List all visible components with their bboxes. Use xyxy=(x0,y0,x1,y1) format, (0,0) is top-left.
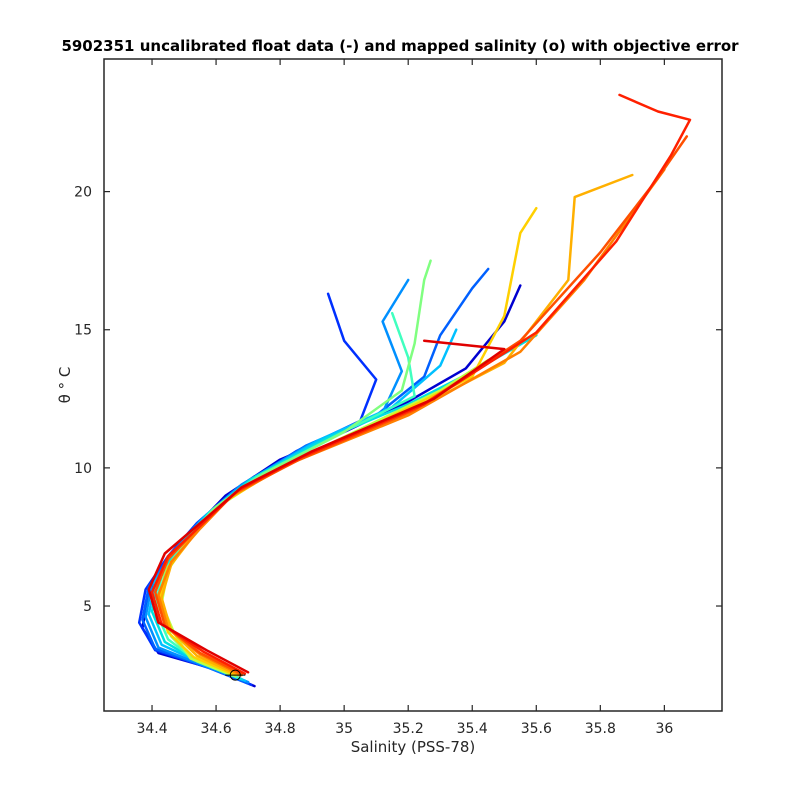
x-tick-label-9: 36 xyxy=(655,721,673,737)
float-profile-line-15 xyxy=(147,339,506,674)
x-tick-label-1: 34.4 xyxy=(136,721,167,737)
series-layer xyxy=(137,93,692,688)
x-tick-label-3: 34.8 xyxy=(265,721,296,737)
x-tick-label-8: 35.8 xyxy=(585,721,616,737)
y-tick-label-2: 10 xyxy=(74,461,92,477)
x-tick-label-5: 35.2 xyxy=(393,721,424,737)
x-tick-label-6: 35.4 xyxy=(457,721,488,737)
float-profile-line-5 xyxy=(147,328,458,682)
x-tick-label-2: 34.6 xyxy=(200,721,231,737)
y-tick-label-4: 20 xyxy=(74,185,92,201)
x-axis-ticks: 34.4 34.6 34.8 35 35.2 35.4 35.6 35.8 36 xyxy=(136,59,673,737)
y-tick-label-3: 15 xyxy=(74,323,92,339)
y-axis-label: θ ° C xyxy=(56,367,74,404)
float-profile-line-11 xyxy=(160,173,634,677)
y-tick-label-1: 5 xyxy=(83,599,92,615)
mapped-salinity-layer xyxy=(225,669,246,681)
float-profile-line-3 xyxy=(141,267,490,685)
float-profile-line-2 xyxy=(137,292,378,687)
float-profile-line-8 xyxy=(157,259,432,678)
y-axis-ticks: 5 10 15 20 xyxy=(74,185,722,615)
float-profile-line-14 xyxy=(150,93,692,675)
x-tick-label-7: 35.6 xyxy=(521,721,552,737)
float-profile-line-12 xyxy=(157,168,666,677)
float-profile-line-6 xyxy=(150,334,538,681)
float-profile-line-4 xyxy=(144,278,410,684)
x-axis-label: Salinity (PSS-78) xyxy=(351,738,476,756)
plot-area-frame xyxy=(103,58,723,712)
chart-title: 5902351 uncalibrated float data (-) and … xyxy=(61,37,739,55)
x-tick-label-4: 35 xyxy=(335,721,353,737)
float-profile-line-7 xyxy=(153,311,416,680)
